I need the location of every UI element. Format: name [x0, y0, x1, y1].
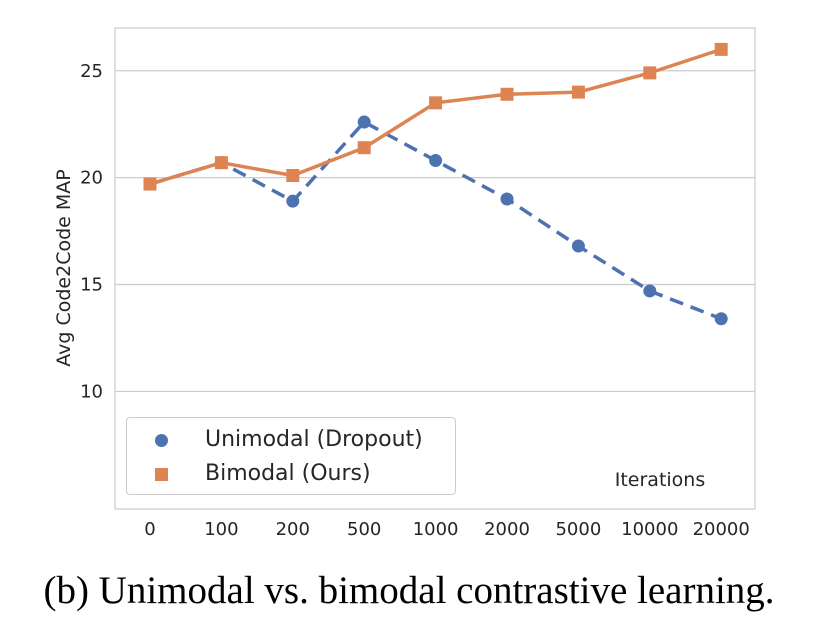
- x-tick-label-200: 200: [276, 519, 310, 540]
- y-tick-label-10: 10: [80, 381, 103, 402]
- x-tick-label-10000: 10000: [621, 519, 678, 540]
- series-group: [143, 42, 728, 326]
- x-axis-label: Iterations: [615, 469, 706, 491]
- point-unimodal-2000: [500, 192, 514, 206]
- legend-label-unimodal: Unimodal (Dropout): [205, 427, 423, 452]
- point-unimodal-20000: [714, 312, 728, 326]
- legend-marker-square: [155, 467, 168, 481]
- point-unimodal-10000: [643, 284, 657, 298]
- point-bimodal-10000: [643, 66, 657, 80]
- point-bimodal-0: [143, 177, 157, 191]
- grid-lines: [115, 70, 755, 393]
- legend-label-bimodal: Bimodal (Ours): [205, 461, 371, 486]
- point-bimodal-2000: [500, 87, 514, 101]
- y-tick-label-15: 15: [80, 275, 103, 296]
- legend-marker-circle: [155, 433, 168, 447]
- x-tick-label-500: 500: [347, 519, 381, 540]
- point-bimodal-1000: [429, 96, 443, 110]
- x-tick-labels: 0 100 200 500 1000 2000 5000 10000 20000: [144, 519, 750, 540]
- point-unimodal-200: [286, 194, 300, 208]
- y-tick-label-25: 25: [80, 61, 103, 82]
- x-tick-label-5000: 5000: [555, 519, 601, 540]
- point-unimodal-500: [357, 115, 371, 129]
- x-tick-label-20000: 20000: [693, 519, 750, 540]
- y-axis-label: Avg Code2Code MAP: [53, 169, 75, 367]
- point-bimodal-100: [214, 156, 228, 170]
- x-tick-label-100: 100: [204, 519, 238, 540]
- y-tick-label-20: 20: [80, 168, 103, 189]
- x-tick-label-1000: 1000: [413, 519, 459, 540]
- x-tick-label-2000: 2000: [484, 519, 530, 540]
- y-tick-labels: 10 15 20 25: [80, 61, 103, 403]
- legend: Unimodal (Dropout) Bimodal (Ours): [126, 417, 456, 495]
- point-bimodal-500: [357, 141, 371, 155]
- point-bimodal-20000: [714, 42, 728, 56]
- point-bimodal-200: [286, 169, 300, 183]
- figure-caption: (b) Unimodal vs. bimodal contrastive lea…: [43, 569, 775, 612]
- point-unimodal-1000: [429, 154, 443, 168]
- point-unimodal-5000: [571, 239, 585, 253]
- point-bimodal-5000: [571, 85, 585, 99]
- x-tick-label-0: 0: [144, 519, 155, 540]
